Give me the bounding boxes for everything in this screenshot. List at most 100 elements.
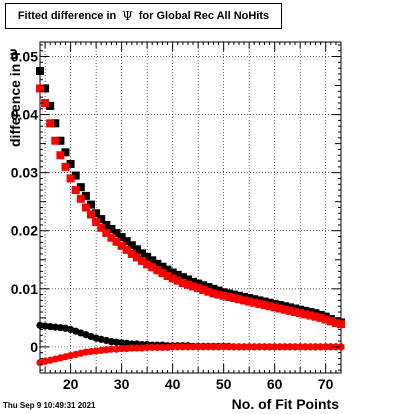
data-point-square	[51, 119, 60, 128]
data-point-square	[81, 203, 90, 212]
data-point-square	[138, 256, 147, 265]
data-point-circle	[214, 343, 223, 351]
data-point-circle	[301, 343, 309, 351]
data-point-square	[92, 218, 101, 227]
data-point-square	[87, 200, 96, 209]
data-point-square	[61, 162, 70, 171]
y-tick-label: 0.04	[11, 107, 38, 123]
data-point-circle	[118, 345, 126, 353]
data-point-square	[270, 303, 279, 312]
data-point-circle	[327, 343, 335, 351]
data-point-circle	[265, 343, 274, 351]
data-point-square	[173, 270, 182, 279]
data-point-square	[245, 297, 254, 306]
y-tick-label: 0	[30, 339, 38, 355]
data-point-circle	[179, 343, 187, 351]
data-point-square	[173, 276, 182, 285]
data-point-square	[301, 310, 310, 319]
data-point-square	[66, 159, 75, 168]
data-point-square	[143, 252, 152, 261]
y-tick-label: 0.01	[11, 281, 38, 297]
data-point-circle	[260, 343, 269, 351]
data-point-circle	[240, 343, 248, 351]
data-point-square	[219, 291, 228, 300]
data-point-square	[331, 319, 340, 328]
data-point-square	[183, 275, 192, 284]
data-point-circle	[291, 343, 299, 351]
data-point-square	[199, 281, 208, 290]
data-point-square	[46, 119, 55, 128]
data-point-square	[112, 229, 121, 238]
data-point-square	[189, 282, 198, 291]
data-point-circle	[306, 343, 314, 351]
data-point-circle	[194, 343, 202, 351]
y-tick-label: 0.05	[11, 49, 38, 65]
data-point-circle	[220, 343, 228, 351]
data-point-circle	[189, 343, 197, 351]
x-tick-label: 60	[267, 376, 283, 392]
data-point-square	[321, 315, 330, 324]
data-point-square	[311, 312, 320, 321]
data-point-square	[122, 237, 131, 246]
data-point-square	[87, 210, 96, 219]
data-point-circle	[281, 343, 289, 351]
x-tick-label: 70	[318, 376, 334, 392]
data-point-square	[117, 233, 126, 242]
data-point-square	[280, 305, 289, 314]
data-point-square	[240, 296, 249, 305]
data-point-square	[291, 308, 300, 317]
data-point-circle	[286, 343, 294, 351]
data-point-square	[260, 301, 269, 310]
data-point-square	[178, 273, 187, 282]
data-point-square	[214, 286, 223, 295]
data-marks	[36, 67, 345, 367]
data-point-circle	[322, 343, 330, 351]
data-point-square	[46, 101, 55, 110]
data-point-square	[209, 284, 218, 293]
data-point-square	[102, 229, 111, 238]
data-point-square	[153, 259, 162, 268]
title-suffix: for Global Rec All NoHits	[138, 10, 270, 22]
data-point-square	[132, 253, 141, 262]
data-point-square	[112, 237, 121, 246]
data-point-square	[92, 209, 101, 218]
y-tick-label: 0.03	[11, 165, 38, 181]
data-point-circle	[204, 343, 212, 351]
data-point-square	[102, 220, 111, 229]
axes: 20 30 40 50 60 70 0 0.01 0.02 0.03 0.04 0.05	[11, 42, 342, 392]
data-point-square	[183, 280, 192, 289]
data-point-square	[56, 136, 65, 145]
y-axis-label: difference in Ψ	[7, 48, 23, 147]
data-point-square	[326, 317, 335, 326]
data-point-square	[275, 304, 284, 313]
data-point-square	[153, 266, 162, 275]
data-point-square	[36, 84, 44, 93]
data-point-square	[158, 262, 167, 271]
data-point-square	[107, 233, 116, 242]
data-point-square	[163, 272, 172, 281]
data-point-square	[61, 148, 70, 157]
data-point-circle	[235, 343, 243, 351]
data-point-square	[107, 224, 116, 233]
data-point-square	[316, 313, 325, 322]
data-point-circle	[153, 343, 161, 352]
data-point-square	[163, 265, 172, 274]
data-point-circle	[107, 345, 116, 353]
data-point-square	[127, 241, 136, 250]
data-point-circle	[133, 344, 141, 352]
data-point-square	[127, 249, 136, 258]
data-point-square	[204, 287, 213, 296]
data-point-square	[168, 268, 177, 277]
x-tick-label: 40	[165, 376, 181, 392]
data-point-square	[158, 269, 167, 278]
data-point-square	[117, 241, 126, 250]
data-point-square	[36, 67, 44, 76]
data-point-square	[76, 183, 85, 192]
data-point-square	[81, 191, 90, 200]
data-point-square	[285, 306, 294, 315]
data-point-square	[41, 84, 50, 93]
data-point-square	[66, 174, 75, 183]
data-point-circle	[199, 343, 207, 351]
data-point-square	[148, 263, 157, 272]
